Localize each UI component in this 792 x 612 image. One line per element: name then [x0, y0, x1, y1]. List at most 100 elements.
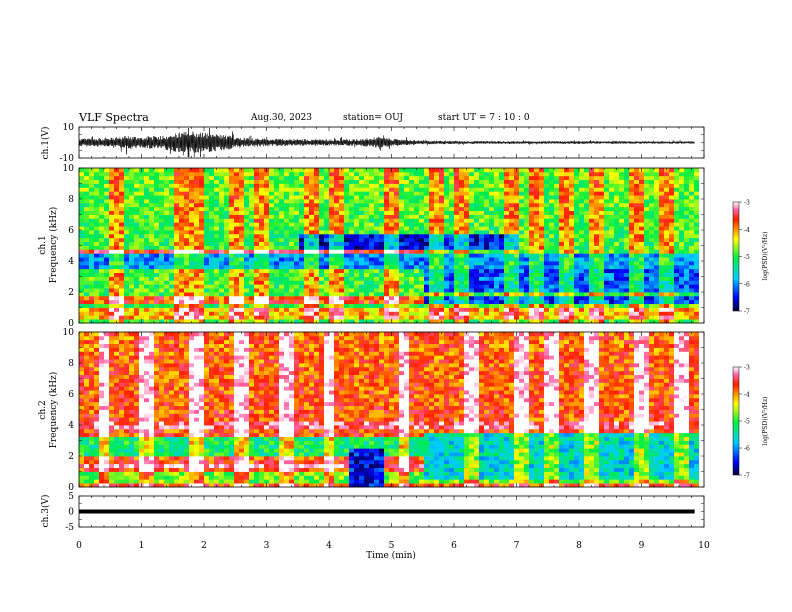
spectrogram-cell: [569, 292, 575, 297]
spectrogram-cell: [179, 268, 185, 274]
spectrogram-cell: [469, 206, 475, 212]
spectrogram-cell: [644, 307, 650, 312]
spectrogram-cell: [684, 249, 690, 254]
spectrogram-cell: [639, 268, 645, 274]
spectrogram-cell: [584, 311, 590, 316]
spectrogram-cell: [179, 299, 185, 305]
spectrogram-cell: [419, 299, 425, 305]
spectrogram-cell: [594, 175, 600, 181]
spectrogram-cell: [644, 226, 650, 231]
spectrogram-cell: [429, 253, 435, 258]
spectrogram-cell: [119, 245, 125, 250]
spectrogram-cell: [494, 307, 500, 312]
spectrogram-cell: [469, 191, 475, 196]
spectrogram-cell: [84, 276, 90, 281]
spectrogram-cell: [494, 319, 500, 324]
spectrogram-cell: [199, 264, 205, 270]
spectrogram-cell: [99, 272, 105, 277]
spectrogram-cell: [664, 199, 670, 204]
spectrogram-cell: [259, 272, 265, 277]
spectrogram-cell: [379, 206, 385, 212]
spectrogram-cell: [194, 299, 200, 305]
spectrogram-cell: [349, 171, 355, 177]
spectrogram-cell: [629, 202, 635, 208]
spectrogram-cell: [634, 199, 640, 204]
spectrogram-cell: [179, 218, 185, 223]
spectrogram-cell: [229, 295, 235, 301]
spectrogram-cell: [509, 183, 515, 188]
spectrogram-cell: [359, 261, 365, 266]
spectrogram-cell: [104, 311, 110, 316]
spectrogram-cell: [494, 280, 500, 285]
spectrogram-cell: [254, 303, 260, 308]
spectrogram-cell: [534, 218, 540, 223]
spectrogram-cell: [564, 187, 570, 192]
spectrogram-cell: [449, 249, 455, 254]
spectrogram-cell: [99, 230, 105, 235]
spectrogram-cell: [349, 276, 355, 281]
spectrogram-cell: [304, 268, 310, 274]
spectrogram-cell: [459, 299, 465, 305]
spectrogram-cell: [189, 195, 195, 200]
spectrogram-cell: [524, 183, 530, 188]
spectrogram-cell: [619, 264, 625, 270]
spectrogram-cell: [274, 257, 280, 262]
spectrogram-cell: [409, 319, 415, 324]
spectrogram-cell: [489, 315, 495, 320]
spectrogram-cell: [424, 222, 430, 227]
spectrogram-cell: [294, 295, 300, 301]
spectrogram-cell: [509, 171, 515, 177]
spectrogram-cell: [229, 168, 235, 173]
spectrogram-cell: [484, 280, 490, 285]
spectrogram-cell: [559, 280, 565, 285]
spectrogram-cell: [209, 233, 215, 239]
spectrogram-cell: [684, 195, 690, 200]
spectrogram-cell: [519, 292, 525, 297]
spectrogram-cell: [84, 195, 90, 200]
spectrogram-cell: [564, 195, 570, 200]
spectrogram-cell: [104, 264, 110, 270]
spectrogram-cell: [109, 315, 115, 320]
spectrogram-cell: [464, 175, 470, 181]
spectrogram-cell: [224, 319, 230, 324]
spectrogram-cell: [344, 171, 350, 177]
spectrogram-cell: [294, 284, 300, 289]
spectrogram-cell: [329, 315, 335, 320]
spectrogram-cell: [239, 237, 245, 243]
spectrogram-cell: [569, 253, 575, 258]
spectrogram-cell: [319, 210, 325, 215]
spectrogram-cell: [239, 249, 245, 254]
spectrogram-cell: [489, 226, 495, 231]
spectrogram-cell: [459, 237, 465, 243]
spectrogram-cell: [189, 311, 195, 316]
spectrogram-cell: [369, 295, 375, 301]
spectrogram-cell: [144, 233, 150, 239]
spectrogram-cell: [229, 171, 235, 177]
spectrogram-cell: [374, 202, 380, 208]
spectrogram-cell: [239, 245, 245, 250]
spectrogram-cell: [299, 226, 305, 231]
spectrogram-cell: [519, 210, 525, 215]
spectrogram-cell: [334, 245, 340, 250]
spectrogram-cell: [399, 210, 405, 215]
spectrogram-cell: [659, 206, 665, 212]
spectrogram-cell: [509, 303, 515, 308]
spectrogram-cell: [264, 183, 270, 188]
spectrogram-cell: [564, 272, 570, 277]
spectrogram-cell: [304, 257, 310, 262]
spectrogram-cell: [374, 183, 380, 188]
spectrogram-cell: [614, 175, 620, 181]
spectrogram-cell: [399, 199, 405, 204]
spectrogram-cell: [479, 257, 485, 262]
spectrogram-cell: [569, 210, 575, 215]
spectrogram-cell: [299, 303, 305, 308]
spectrogram-cell: [149, 261, 155, 266]
spectrogram-cell: [674, 179, 680, 184]
spectrogram-cell: [89, 311, 95, 316]
spectrogram-cell: [534, 214, 540, 219]
spectrogram-cell: [514, 299, 520, 305]
spectrogram-cell: [359, 272, 365, 277]
spectrogram-cell: [84, 284, 90, 289]
spectrogram-cell: [139, 183, 145, 188]
spectrogram-cell: [179, 284, 185, 289]
